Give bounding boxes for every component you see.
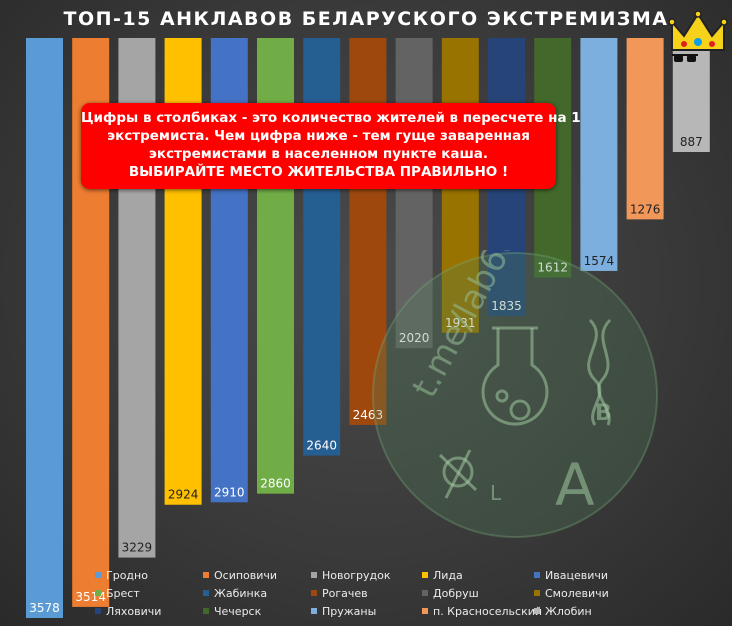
- crown-mascot-icon: [668, 10, 728, 51]
- bar-8: [349, 38, 387, 425]
- bar-value-label-6: 2860: [260, 477, 291, 491]
- value-labels-group: 3578351432292924291028602640246320201931…: [29, 135, 703, 615]
- legend-swatch: [311, 572, 317, 578]
- watermark-letter-a: A: [555, 451, 595, 519]
- legend-swatch: [422, 572, 428, 578]
- legend-label: Чечерск: [214, 604, 262, 618]
- watermark-letter-b: B: [595, 401, 612, 426]
- legend-swatch: [422, 590, 428, 596]
- legend-swatch: [311, 590, 317, 596]
- legend-label: п. Красносельский: [433, 604, 543, 618]
- legend-label: Рогачев: [322, 586, 368, 600]
- legend-swatch: [203, 608, 209, 614]
- bar-13: [580, 38, 618, 271]
- legend-item-11: Ляховичи: [95, 602, 203, 620]
- bar-value-label-11: 1835: [491, 299, 522, 313]
- bar-value-label-3: 3229: [122, 541, 153, 555]
- legend-label: Новогрудок: [322, 568, 391, 582]
- note-line-2: экстремиста. Чем цифра ниже - тем гуще з…: [107, 128, 530, 144]
- bar-value-label-14: 1276: [630, 202, 661, 216]
- legend-swatch: [534, 590, 540, 596]
- legend-label: Лида: [433, 568, 463, 582]
- legend-label: Жабинка: [214, 586, 268, 600]
- explanation-note: Цифры в столбиках - это количество жител…: [81, 103, 581, 189]
- watermark-logo: t.me/lab66 B A L: [372, 250, 658, 538]
- bar-value-label-8: 2463: [353, 408, 384, 422]
- bar-7: [303, 38, 341, 456]
- bar-value-label-12: 1612: [537, 261, 568, 275]
- legend-swatch: [95, 590, 101, 596]
- bar-value-label-10: 1931: [445, 316, 476, 330]
- note-line-4: ВЫБИРАЙТЕ МЕСТО ЖИТЕЛЬСТВА ПРАВИЛЬНО !: [128, 164, 509, 180]
- legend-swatch: [203, 572, 209, 578]
- legend-label: Ляховичи: [106, 604, 162, 618]
- legend-label: Гродно: [106, 568, 148, 582]
- bar-value-label-13: 1574: [584, 254, 615, 268]
- legend-item-13: Пружаны: [311, 602, 422, 620]
- legend-item-1: Гродно: [95, 566, 203, 584]
- legend-item-14: п. Красносельский: [422, 602, 542, 620]
- flask-icon: [481, 326, 549, 426]
- chart-legend: Гродно Осиповичи Новогрудок Лида Ивацевичи Бр…: [95, 566, 655, 620]
- legend-swatch: [203, 590, 209, 596]
- legend-swatch: [534, 608, 540, 614]
- bar-14: [626, 38, 664, 220]
- legend-label: Добруш: [433, 586, 479, 600]
- legend-item-7: Жабинка: [203, 584, 311, 602]
- legend-swatch: [95, 608, 101, 614]
- legend-item-2: Осиповичи: [203, 566, 311, 584]
- bar-value-label-15: 887: [680, 135, 703, 149]
- legend-label: Пружаны: [322, 604, 377, 618]
- legend-label: Ивацевичи: [545, 568, 608, 582]
- legend-item-6: Брест: [95, 584, 203, 602]
- legend-item-12: Чечерск: [203, 602, 311, 620]
- chart-title: ТОП-15 АНКЛАВОВ БЕЛАРУСКОГО ЭКСТРЕМИЗМА: [63, 8, 669, 30]
- bar-value-label-1: 3578: [29, 601, 60, 615]
- legend-item-3: Новогрудок: [311, 566, 422, 584]
- legend-item-8: Рогачев: [311, 584, 422, 602]
- bar-value-label-4: 2924: [168, 488, 199, 502]
- note-line-3: экстремистами в населенном пункте каша.: [148, 146, 489, 162]
- legend-label: Смолевичи: [545, 586, 609, 600]
- dna-icon: [587, 318, 612, 426]
- bar-value-label-9: 2020: [399, 331, 430, 345]
- circuit-symbol-icon: [438, 449, 478, 499]
- bar-1: [26, 38, 63, 618]
- bar-9: [395, 38, 433, 349]
- watermark-letter-l: L: [490, 481, 502, 505]
- legend-label: Брест: [106, 586, 140, 600]
- legend-swatch: [311, 608, 317, 614]
- note-line-1: Цифры в столбиках - это количество жител…: [81, 110, 581, 126]
- legend-item-9: Добруш: [422, 584, 534, 602]
- legend-item-4: Лида: [422, 566, 534, 584]
- legend-item-10: Смолевичи: [534, 584, 644, 602]
- legend-label: Жлобин: [545, 604, 592, 618]
- legend-item-15: Жлобин: [534, 602, 644, 620]
- legend-label: Осиповичи: [214, 568, 278, 582]
- legend-swatch: [422, 608, 428, 614]
- bar-value-label-5: 2910: [214, 485, 245, 499]
- legend-item-5: Ивацевичи: [534, 566, 644, 584]
- bar-value-label-7: 2640: [306, 439, 337, 453]
- sunglasses-icon: [672, 54, 698, 62]
- legend-swatch: [95, 572, 101, 578]
- legend-swatch: [534, 572, 540, 578]
